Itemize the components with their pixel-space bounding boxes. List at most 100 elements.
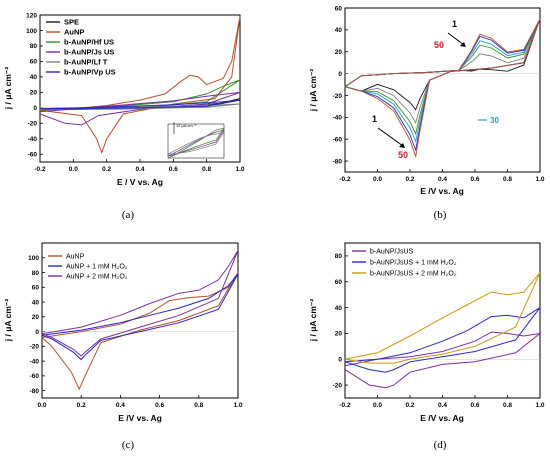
y-tick-label: -20 bbox=[333, 93, 343, 100]
y-tick-label: -20 bbox=[30, 344, 40, 351]
caption: (d) bbox=[434, 439, 447, 451]
y-tick-label: 60 bbox=[335, 5, 343, 12]
legend-label: b-AuNP/JsUS bbox=[370, 249, 414, 256]
axis-ticks: -0.2 0.0 0.2 0.4 0.6 0.8 1.0 -60 -40 -20 0 20 40 60 80… bbox=[26, 12, 245, 173]
panel-c: 0.0 0.2 0.4 0.6 0.8 1.0 -80 -60 -40 -20 0 20 40 60 80 1… bbox=[3, 242, 243, 451]
cycle-last-label-bottom: 50 bbox=[398, 150, 408, 160]
x-tick-label: -0.2 bbox=[339, 176, 351, 183]
x-axis-label: E /V vs. Ag bbox=[420, 413, 464, 423]
legend-label: SPE bbox=[64, 18, 79, 27]
y-tick-label: 40 bbox=[32, 299, 40, 306]
legend-label: AuNP bbox=[64, 28, 84, 37]
x-tick-label: 0.8 bbox=[503, 176, 512, 183]
y-tick-label: 40 bbox=[335, 27, 343, 34]
x-tick-label: 0.2 bbox=[405, 176, 414, 183]
panel-d: -0.2 0.0 0.2 0.4 0.6 0.8 1.0 -20 0 20 40 60 80 b-AuN… bbox=[308, 242, 545, 451]
legend-label: b-AuNP/JsUS + 2 mM H₂O₂ bbox=[370, 271, 457, 278]
y-tick-label: 40 bbox=[30, 74, 38, 81]
x-tick-label: 0.4 bbox=[438, 176, 447, 183]
arrow-bottom-head bbox=[399, 143, 405, 148]
x-tick-label: -0.2 bbox=[34, 166, 46, 173]
legend-label: AuNP bbox=[66, 254, 85, 261]
x-tick-label: 0.8 bbox=[194, 402, 203, 409]
y-tick-label: -20 bbox=[333, 382, 343, 389]
cv-curve-2 bbox=[39, 16, 241, 155]
plot-frame bbox=[344, 7, 541, 173]
panel-a: -0.2 0.0 0.2 0.4 0.6 0.8 1.0 -60 -40 -20 0 20 40 60 80… bbox=[3, 12, 245, 221]
x-tick-label: 0.0 bbox=[373, 176, 382, 183]
y-tick-label: -60 bbox=[30, 373, 40, 380]
cycle-annotations: 1 50 1 50 30 bbox=[372, 19, 499, 160]
legend: b-AuNP/JsUS b-AuNP/JsUS + 1 mM H₂O₂ b-AuNP… bbox=[352, 249, 457, 278]
caption: (a) bbox=[122, 209, 135, 221]
cv-curve-2 bbox=[41, 273, 239, 361]
cycle-first-label-top: 1 bbox=[452, 19, 457, 29]
y-tick-label: 100 bbox=[28, 255, 39, 262]
legend: AuNP AuNP + 1 mM H₂O₂ AuNP + 2 mM H₂O₂ bbox=[48, 254, 128, 281]
y-tick-label: -80 bbox=[333, 158, 343, 165]
cv-cycle-40 bbox=[344, 18, 541, 152]
x-tick-label: 1.0 bbox=[235, 166, 244, 173]
y-tick-label: 20 bbox=[335, 331, 343, 338]
plot-frame bbox=[41, 242, 239, 399]
y-tick-label: 80 bbox=[32, 270, 40, 277]
cv-curves bbox=[41, 250, 239, 391]
y-tick-label: -80 bbox=[30, 388, 40, 395]
cv-cycle-50 bbox=[344, 18, 541, 157]
cv-curve-4 bbox=[39, 91, 241, 126]
x-tick-label: 0.6 bbox=[155, 402, 164, 409]
y-tick-label: 80 bbox=[335, 253, 343, 260]
cv-curve-1 bbox=[344, 331, 542, 389]
caption: (b) bbox=[434, 209, 447, 221]
cv-curve-2 bbox=[344, 307, 541, 373]
y-tick-label: 0 bbox=[338, 71, 342, 78]
x-tick-label: 1.0 bbox=[233, 402, 242, 409]
x-tick-label: 0.4 bbox=[116, 402, 125, 409]
inset: 12 μA cm⁻² bbox=[167, 122, 225, 159]
cycle-last-label-top: 50 bbox=[434, 40, 444, 50]
x-tick-label: 0.4 bbox=[438, 402, 447, 409]
y-tick-label: 60 bbox=[32, 285, 40, 292]
cv-curves bbox=[344, 272, 542, 389]
y-tick-label: -20 bbox=[28, 121, 38, 128]
axis-ticks: -0.2 0.0 0.2 0.4 0.6 0.8 1.0 -20 0 20 40 60 80 bbox=[333, 253, 545, 409]
legend-label: b-AuNP/Vp US bbox=[64, 68, 116, 77]
x-tick-label: 0.8 bbox=[503, 402, 512, 409]
cv-curve-3 bbox=[344, 272, 541, 364]
cv-curve-3 bbox=[41, 250, 239, 357]
cv-curves bbox=[344, 18, 541, 157]
axis-ticks: -0.2 0.0 0.2 0.4 0.6 0.8 1.0 -80 -60 -40 -20 0 20 40 6… bbox=[333, 5, 545, 183]
cv-cycle-10 bbox=[344, 18, 541, 124]
y-tick-label: 40 bbox=[335, 305, 343, 312]
y-axis-label: j / μA cm⁻² bbox=[308, 299, 318, 343]
y-tick-label: 20 bbox=[32, 314, 40, 321]
y-tick-label: 20 bbox=[335, 49, 343, 56]
cv-cycle-1 bbox=[344, 18, 541, 111]
y-tick-label: 80 bbox=[30, 43, 38, 50]
y-tick-label: 100 bbox=[26, 28, 37, 35]
y-tick-label: 60 bbox=[335, 279, 343, 286]
legend-label: b-AuNP/JsUS + 1 mM H₂O₂ bbox=[370, 260, 457, 267]
x-tick-label: 0.6 bbox=[470, 402, 479, 409]
x-tick-label: 0.2 bbox=[102, 166, 111, 173]
y-axis-label: j / μA cm⁻² bbox=[3, 299, 13, 343]
y-tick-label: 60 bbox=[30, 59, 38, 66]
y-tick-label: 20 bbox=[30, 90, 38, 97]
arrow-top bbox=[447, 32, 465, 46]
legend-label: b-AuNP/Hf US bbox=[64, 38, 114, 47]
caption: (c) bbox=[122, 439, 135, 451]
inset-scale-label: 12 μA cm⁻² bbox=[176, 123, 197, 128]
x-axis-label: E /V vs. Ag bbox=[420, 186, 464, 196]
x-tick-label: 0.6 bbox=[470, 176, 479, 183]
x-tick-label: 0.0 bbox=[37, 402, 46, 409]
legend-label: b-AuNP/Lf T bbox=[64, 58, 108, 67]
x-tick-label: 0.4 bbox=[135, 166, 144, 173]
x-tick-label: 0.2 bbox=[77, 402, 86, 409]
cv-curves bbox=[39, 16, 241, 155]
x-tick-label: 0.0 bbox=[373, 402, 382, 409]
legend-label: AuNP + 1 mM H₂O₂ bbox=[66, 264, 128, 271]
legend-label: AuNP + 2 mM H₂O₂ bbox=[66, 274, 128, 281]
y-tick-label: -40 bbox=[28, 136, 38, 143]
